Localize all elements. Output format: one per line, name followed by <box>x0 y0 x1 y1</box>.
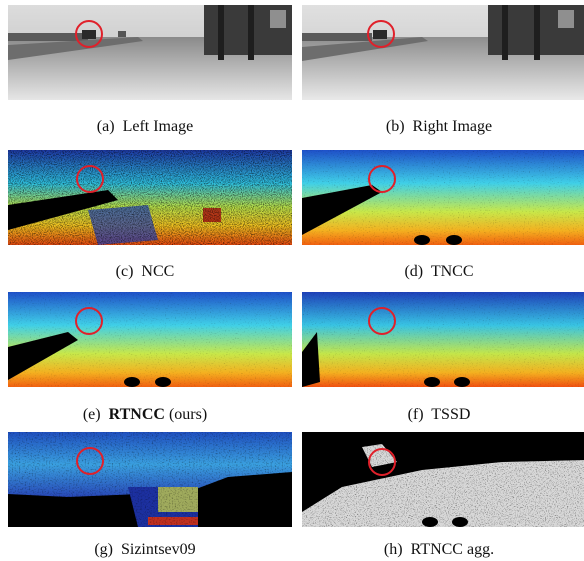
panel-d-tncc <box>302 150 584 245</box>
panel-h-rtncc-agg <box>302 432 584 527</box>
panel-e-rtncc <box>8 292 292 387</box>
ncc-disparity-graphic <box>8 150 292 245</box>
panel-f-tssd <box>302 292 584 387</box>
caption-d: (d) TNCC <box>404 263 474 280</box>
caption-f: (f) TSSD <box>407 406 471 423</box>
right-image-graphic <box>302 5 584 100</box>
caption-c: (c) NCC <box>115 263 175 280</box>
tssd-disparity-graphic <box>302 292 584 387</box>
caption-e: (e) RTNCC (ours) <box>82 406 208 423</box>
caption-a: (a) Left Image <box>96 118 194 135</box>
left-image-graphic <box>8 5 292 100</box>
rtncc-agg-mask-graphic <box>302 432 584 527</box>
panel-a-left-image <box>8 5 292 100</box>
panel-b-right-image <box>302 5 584 100</box>
sizintsev09-disparity-graphic <box>8 432 292 527</box>
rtncc-disparity-graphic <box>8 292 292 387</box>
panel-c-ncc <box>8 150 292 245</box>
caption-b: (b) Right Image <box>385 118 493 135</box>
caption-h: (h) RTNCC agg. <box>383 541 495 558</box>
tncc-disparity-graphic <box>302 150 584 245</box>
caption-g: (g) Sizintsev09 <box>94 541 196 558</box>
panel-g-sizintsev09 <box>8 432 292 527</box>
